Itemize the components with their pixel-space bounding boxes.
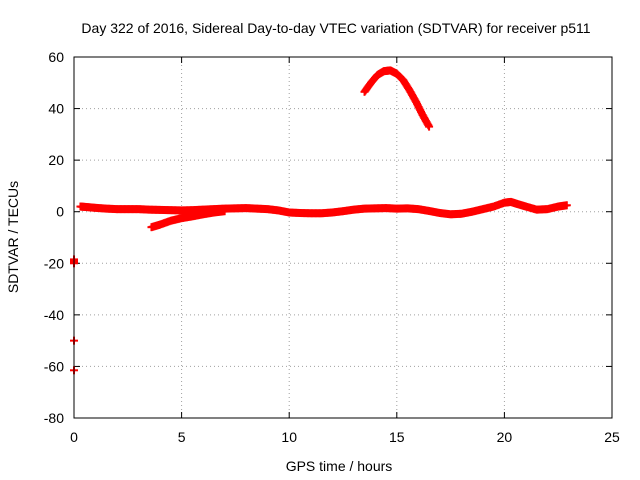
y-tick-labels: -80 -60 -40 -20 0 20 40 60 bbox=[44, 49, 64, 426]
data-point bbox=[220, 207, 229, 216]
x-tick-label: 25 bbox=[604, 429, 620, 445]
y-tick-label: 20 bbox=[48, 152, 64, 168]
y-tick-label: 0 bbox=[56, 204, 64, 220]
x-tick-label: 20 bbox=[497, 429, 513, 445]
y-tick-label: 60 bbox=[48, 49, 64, 65]
x-tick-labels: 0 5 10 15 20 25 bbox=[70, 429, 620, 445]
x-tick-label: 15 bbox=[389, 429, 405, 445]
data-point bbox=[425, 122, 434, 131]
y-tick-label: -40 bbox=[44, 307, 64, 323]
y-tick-label: -20 bbox=[44, 255, 64, 271]
y-tick-label: -60 bbox=[44, 358, 64, 374]
x-axis-title: GPS time / hours bbox=[286, 458, 393, 474]
data-points bbox=[70, 66, 571, 375]
x-tick-label: 10 bbox=[281, 429, 297, 445]
chart-title: Day 322 of 2016, Sidereal Day-to-day VTE… bbox=[81, 20, 590, 36]
plot-frame bbox=[73, 56, 613, 419]
y-tick-label: -80 bbox=[44, 410, 64, 426]
axis-ticks bbox=[73, 56, 613, 419]
y-axis-title: SDTVAR / TECUs bbox=[5, 181, 21, 293]
data-point bbox=[562, 201, 571, 210]
y-tick-label: 40 bbox=[48, 101, 64, 117]
x-tick-label: 5 bbox=[178, 429, 186, 445]
grid bbox=[74, 57, 612, 418]
x-tick-label: 0 bbox=[70, 429, 78, 445]
